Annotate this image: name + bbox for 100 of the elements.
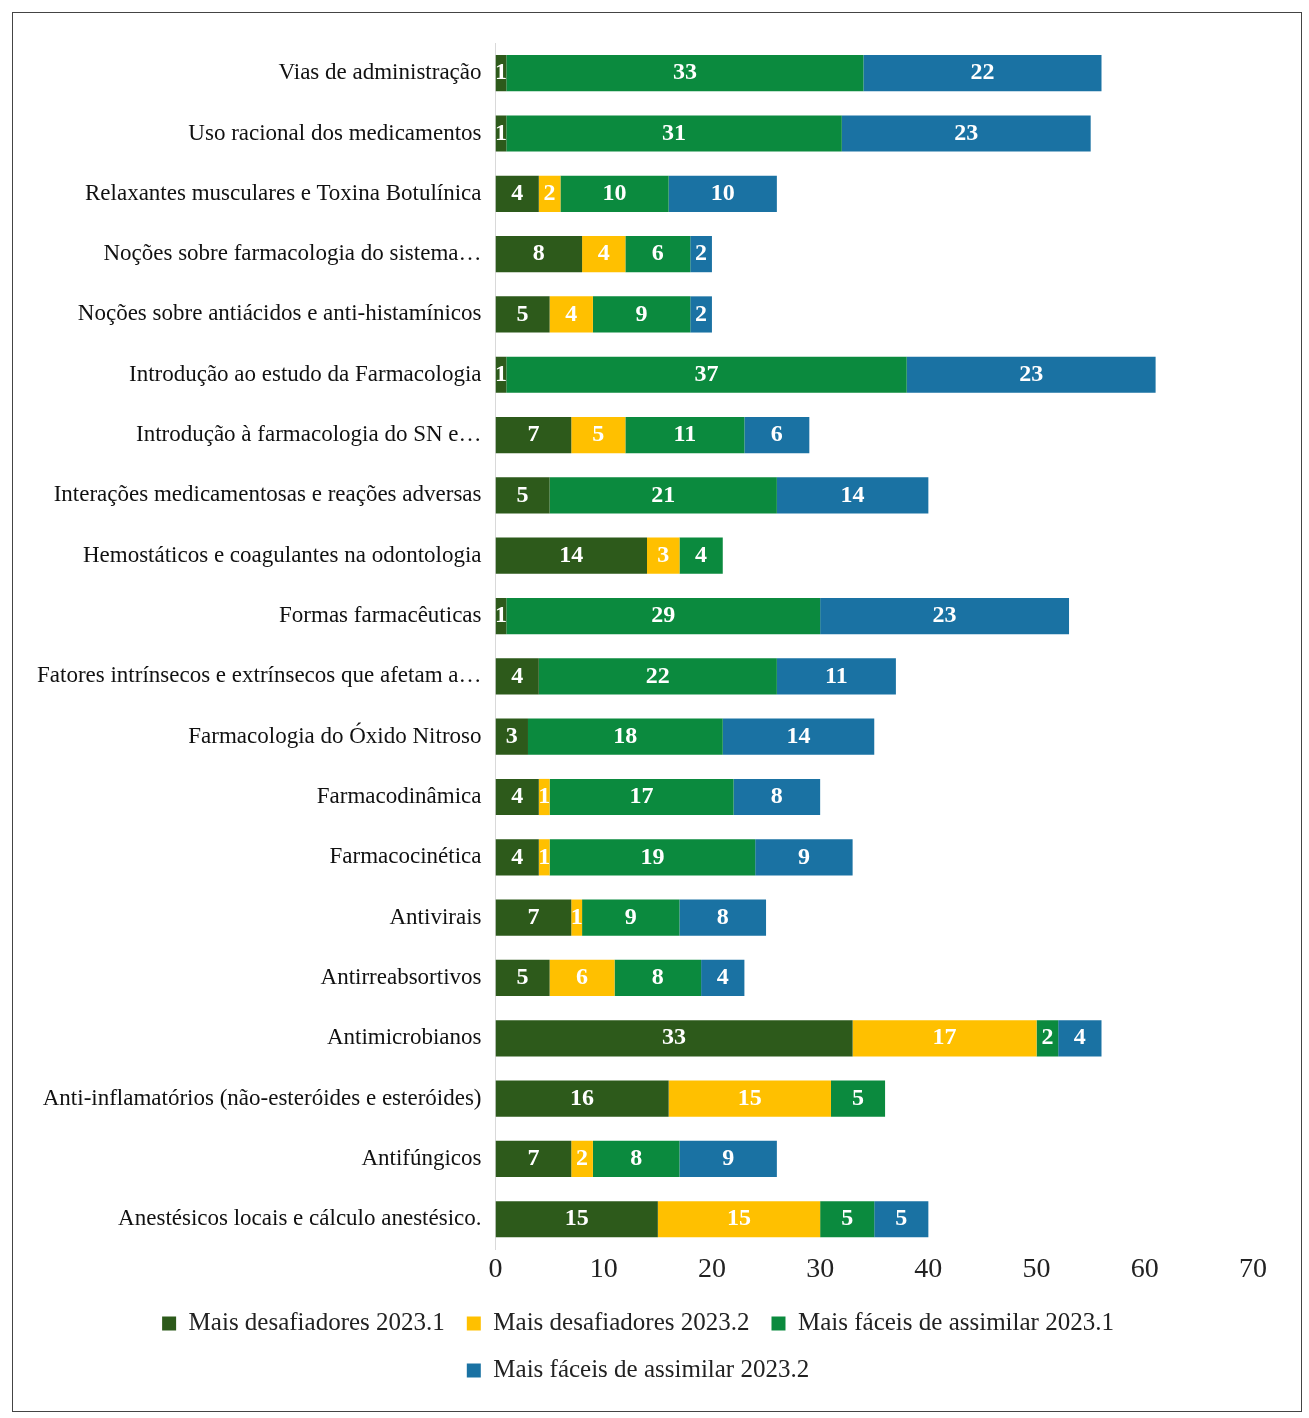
data-label: 23 (932, 601, 957, 628)
data-label: 4 (1073, 1023, 1086, 1050)
y-tick-label: Introdução ao estudo da Farmacologia (128, 360, 482, 386)
bar (582, 899, 680, 936)
bar (495, 416, 572, 454)
bar (495, 899, 572, 936)
data-label: 11 (825, 661, 848, 688)
y-tick-label: Antimicrobianos (326, 1024, 482, 1050)
data-label: 2 (695, 239, 708, 266)
bar (668, 175, 777, 212)
y-tick-label: Antifúngicos (361, 1144, 482, 1170)
bar (841, 115, 1091, 152)
data-label: 9 (624, 902, 637, 929)
bar (527, 718, 723, 755)
data-label: 5 (516, 480, 529, 507)
data-label: 14 (786, 721, 811, 748)
bar (549, 959, 615, 997)
data-label: 3 (505, 721, 518, 748)
data-label: 33 (662, 1023, 687, 1050)
bar (625, 416, 745, 454)
bar (495, 1140, 572, 1178)
bar (549, 296, 593, 333)
data-label: 14 (840, 480, 865, 507)
data-label: 11 (673, 420, 697, 447)
data-label: 7 (527, 420, 540, 447)
data-label: 2 (543, 179, 556, 205)
bar (495, 296, 550, 333)
data-label: 9 (722, 1144, 735, 1171)
bar (863, 55, 1102, 92)
data-label: 4 (511, 782, 524, 809)
y-tick-label: Anestésicos locais e cálculo anestésico. (118, 1205, 482, 1231)
y-tick-label: Hemostáticos e coagulantes na odontologia (82, 541, 482, 567)
bar (690, 296, 712, 333)
data-label: 1 (494, 359, 507, 386)
data-label: 6 (770, 420, 783, 447)
bar (495, 175, 539, 212)
data-label: 8 (770, 782, 783, 809)
data-label: 1 (538, 842, 551, 869)
bar (776, 477, 929, 514)
bar (571, 416, 626, 454)
bar (657, 1201, 821, 1238)
data-label: 8 (532, 239, 545, 266)
y-tick-label: Antirreabsortivos (320, 964, 482, 990)
data-label: 15 (564, 1204, 589, 1231)
bar (582, 236, 626, 273)
x-tick-label: 30 (806, 1251, 835, 1283)
y-tick-label: Fatores intrínsecos e extrínsecos que afetam a… (37, 662, 482, 688)
data-label: 22 (970, 58, 995, 85)
bar (495, 959, 550, 997)
data-label: 5 (592, 420, 605, 447)
x-tick-label: 0 (488, 1251, 503, 1283)
x-tick-label: 60 (1130, 1251, 1159, 1283)
bar (538, 658, 777, 695)
bar (625, 236, 691, 273)
bar (592, 1140, 680, 1178)
data-label: 3 (657, 540, 670, 567)
y-tick-label: Vias de administração (278, 59, 482, 85)
x-tick-label: 70 (1239, 1251, 1267, 1283)
data-label: 15 (737, 1083, 762, 1110)
data-label: 4 (565, 299, 578, 326)
y-tick-label: Noções sobre antiácidos e anti-histamínicos (77, 300, 482, 326)
x-tick-label: 40 (914, 1251, 943, 1283)
bar (679, 537, 723, 574)
y-tick-label: Relaxantes musculares e Toxina Botulínica (84, 179, 482, 205)
bar (733, 778, 821, 816)
data-label: 5 (852, 1083, 865, 1110)
data-label: 8 (630, 1144, 643, 1171)
legend-label: Mais desafiadores 2023.2 (493, 1308, 750, 1336)
bar (495, 839, 539, 876)
data-label: 7 (527, 902, 540, 929)
bar (820, 597, 1070, 635)
data-label: 4 (511, 179, 524, 205)
data-label: 17 (629, 782, 654, 809)
bar (495, 236, 583, 273)
y-tick-label: Interações medicamentosas e reações adversas (53, 481, 482, 507)
bar (495, 1080, 669, 1117)
y-tick-label: Farmacocinética (329, 843, 482, 869)
y-tick-label: Noções sobre farmacologia do sistema… (103, 240, 482, 266)
bar (506, 115, 842, 152)
data-label: 4 (695, 540, 708, 567)
y-tick-label: Antivirais (389, 903, 482, 929)
data-label: 5 (841, 1204, 854, 1231)
data-label: 15 (726, 1204, 751, 1231)
legend-label: Mais fáceis de assimilar 2023.2 (493, 1355, 810, 1383)
data-label: 31 (662, 118, 687, 145)
bar (506, 356, 907, 393)
y-tick-label: Uso racional dos medicamentos (188, 119, 482, 145)
y-tick-label: Anti-inflamatórios (não-esteróides e esteróides) (42, 1084, 482, 1110)
data-label: 1 (494, 118, 507, 145)
y-tick-label: Formas farmacêuticas (279, 602, 482, 628)
bar (495, 1201, 658, 1238)
legend-label: Mais fáceis de assimilar 2023.1 (797, 1308, 1114, 1336)
data-label: 2 (695, 299, 708, 326)
data-label: 5 (516, 299, 529, 326)
bar (679, 899, 767, 936)
bar (549, 477, 777, 514)
x-tick-label: 20 (697, 1251, 726, 1283)
data-label: 37 (694, 359, 719, 386)
data-label: 10 (710, 179, 735, 205)
y-tick-label: Introdução à farmacologia do SN e… (135, 421, 482, 447)
